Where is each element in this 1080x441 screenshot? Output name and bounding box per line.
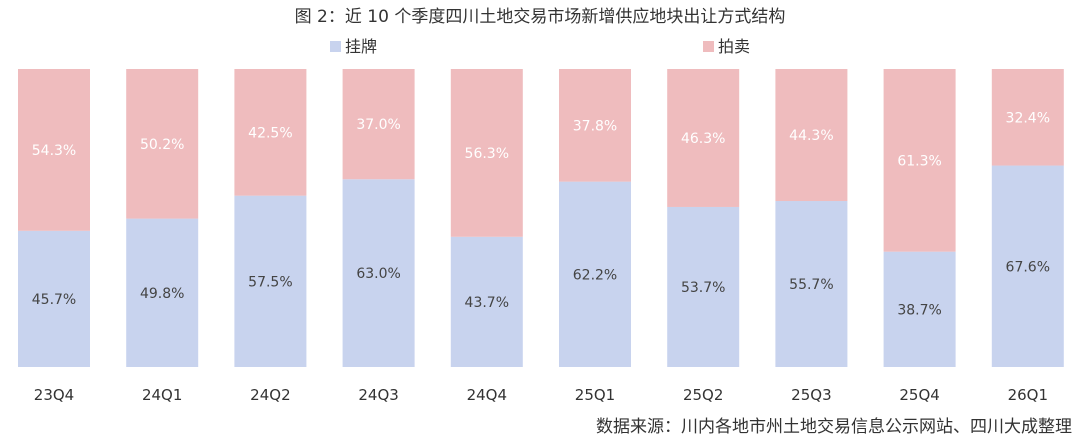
data-label: 57.5% <box>248 274 292 290</box>
data-label: 49.8% <box>140 286 184 302</box>
data-label: 45.7% <box>32 292 76 308</box>
data-label: 37.8% <box>573 118 617 134</box>
data-label: 46.3% <box>681 131 725 147</box>
source-note: 数据来源：川内各地市州土地交易信息公示网站、四川大成整理 <box>596 417 1072 437</box>
bar-segment <box>883 69 956 252</box>
bar-segment <box>126 69 199 219</box>
data-label: 37.0% <box>356 117 400 133</box>
x-tick-label: 25Q1 <box>575 386 615 404</box>
data-label: 43.7% <box>465 295 509 311</box>
bar-segment <box>559 69 631 182</box>
bar-segment <box>342 69 415 180</box>
bar-segment <box>883 251 956 367</box>
bar-segment <box>126 218 199 367</box>
data-label: 62.2% <box>573 267 617 283</box>
data-label: 56.3% <box>465 146 509 162</box>
bar-segment <box>18 230 90 367</box>
bar-segment <box>667 206 740 367</box>
data-label: 55.7% <box>789 277 833 293</box>
x-tick-label: 23Q4 <box>34 386 74 404</box>
data-label: 44.3% <box>789 128 833 144</box>
x-tick-label: 24Q1 <box>142 386 182 404</box>
bar-segment <box>450 236 523 367</box>
x-tick-label: 25Q3 <box>791 386 831 404</box>
legend-label: 挂牌 <box>345 37 377 56</box>
data-label: 38.7% <box>897 302 941 318</box>
data-label: 50.2% <box>140 137 184 153</box>
data-label: 63.0% <box>356 266 400 282</box>
bar-segment <box>667 69 740 207</box>
bar-segment <box>991 69 1064 166</box>
x-tick-label: 24Q4 <box>467 386 507 404</box>
bar-segment <box>991 165 1064 367</box>
legend-label: 拍卖 <box>718 37 750 56</box>
data-label: 54.3% <box>32 143 76 159</box>
bar-segment <box>234 69 307 196</box>
data-label: 67.6% <box>1006 259 1050 275</box>
bar-segment <box>559 181 631 367</box>
data-label: 32.4% <box>1006 110 1050 126</box>
x-tick-label: 24Q2 <box>250 386 290 404</box>
x-tick-label: 26Q1 <box>1008 386 1048 404</box>
bar-segment <box>775 69 848 202</box>
x-tick-label: 25Q2 <box>683 386 723 404</box>
data-label: 42.5% <box>248 125 292 141</box>
bar-segment <box>18 69 90 231</box>
x-tick-label: 24Q3 <box>358 386 398 404</box>
data-label: 61.3% <box>897 153 941 169</box>
legend-swatch <box>703 41 714 52</box>
bar-segment <box>450 69 523 237</box>
legend-swatch <box>330 41 341 52</box>
x-tick-label: 25Q4 <box>899 386 939 404</box>
bar-segment <box>342 179 415 367</box>
chart-title: 图 2：近 10 个季度四川土地交易市场新增供应地块出让方式结构 <box>294 7 786 27</box>
data-label: 53.7% <box>681 280 725 296</box>
bar-segment <box>234 195 307 367</box>
bar-segment <box>775 201 848 367</box>
